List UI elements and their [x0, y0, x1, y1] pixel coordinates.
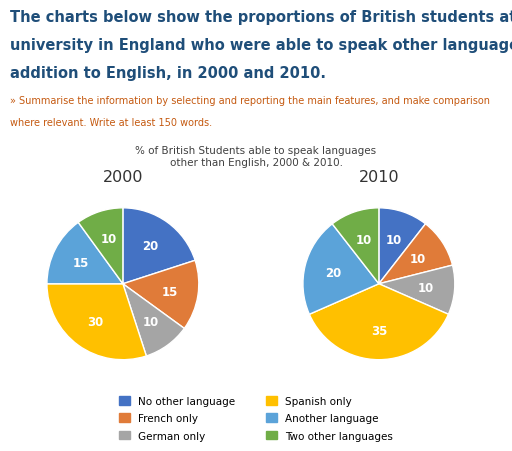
Text: 20: 20 [142, 239, 159, 253]
Text: 10: 10 [142, 316, 159, 329]
Wedge shape [123, 284, 184, 356]
Text: 30: 30 [87, 316, 103, 329]
Wedge shape [47, 223, 123, 284]
Wedge shape [303, 224, 379, 314]
Wedge shape [379, 266, 455, 314]
Text: The charts below show the proportions of British students at one: The charts below show the proportions of… [10, 10, 512, 25]
Text: % of British Students able to speak languages
other than English, 2000 & 2010.: % of British Students able to speak lang… [136, 146, 376, 168]
Text: addition to English, in 2000 and 2010.: addition to English, in 2000 and 2010. [10, 66, 326, 81]
Wedge shape [78, 208, 123, 284]
Wedge shape [379, 224, 453, 284]
Text: 10: 10 [355, 233, 372, 246]
Title: 2000: 2000 [102, 169, 143, 184]
Text: 35: 35 [371, 325, 387, 338]
Wedge shape [332, 208, 379, 284]
Text: 10: 10 [386, 233, 402, 246]
Wedge shape [47, 284, 146, 360]
Legend: No other language, French only, German only, Spanish only, Another language, Two: No other language, French only, German o… [114, 391, 398, 446]
Wedge shape [309, 284, 449, 360]
Text: where relevant. Write at least 150 words.: where relevant. Write at least 150 words… [10, 118, 212, 128]
Wedge shape [379, 208, 425, 284]
Text: 10: 10 [410, 252, 426, 265]
Text: 10: 10 [100, 233, 116, 246]
Title: 2010: 2010 [358, 169, 399, 184]
Wedge shape [123, 208, 195, 284]
Text: 15: 15 [161, 285, 178, 298]
Text: 15: 15 [73, 256, 89, 269]
Wedge shape [123, 261, 199, 329]
Text: 10: 10 [418, 281, 434, 295]
Text: » Summarise the information by selecting and reporting the main features, and ma: » Summarise the information by selecting… [10, 96, 490, 106]
Text: university in England who were able to speak other languages in: university in England who were able to s… [10, 38, 512, 53]
Text: 20: 20 [325, 266, 342, 279]
